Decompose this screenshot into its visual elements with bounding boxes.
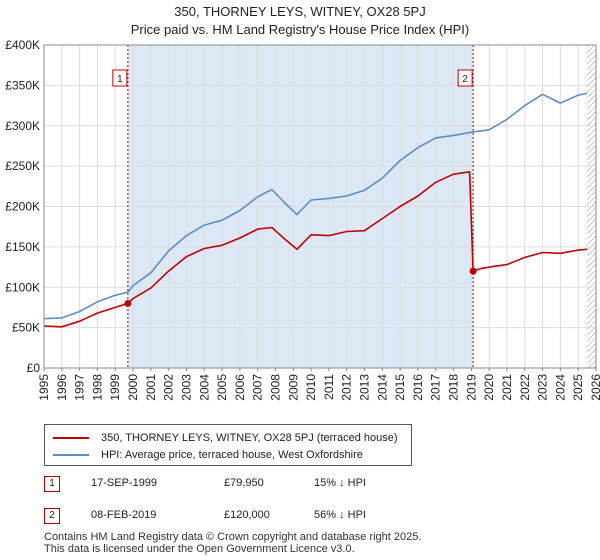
x-tick-label: 2018: [447, 374, 461, 401]
chart-legend: 350, THORNEY LEYS, WITNEY, OX28 5PJ (ter…: [44, 424, 412, 466]
x-tick-label: 2006: [233, 374, 247, 401]
x-tick-label: 2025: [571, 374, 585, 401]
hpi-line: [43, 92, 588, 320]
y-tick-label: £100K: [5, 280, 40, 294]
x-tick-label: 2008: [268, 374, 282, 401]
x-tick-label: 2020: [482, 374, 496, 401]
footer-licence: This data is licensed under the Open Gov…: [44, 543, 355, 555]
y-tick-label: £150K: [5, 240, 40, 254]
sale-number-label: 2: [462, 74, 468, 85]
chart-title-subtitle: Price paid vs. HM Land Registry's House …: [130, 22, 470, 37]
x-tick-label: 1995: [37, 374, 51, 401]
property-price-line: [43, 171, 588, 328]
x-tick-label: 2012: [340, 374, 354, 401]
price-chart: 1 2 £0 £50K £100K £150K £200K £250K £300K £350K £…: [5, 38, 600, 401]
x-tick-label: 1998: [90, 374, 104, 401]
x-tick-label: 1996: [55, 374, 69, 401]
chart-title-address: 350, THORNEY LEYS, WITNEY, OX28 5PJ: [174, 4, 426, 19]
x-tick-label: 2019: [464, 374, 478, 401]
x-tick-label: 2026: [589, 374, 600, 401]
transaction-marker-badge: 1: [44, 476, 60, 492]
sale-number-label: 1: [117, 74, 123, 85]
x-tick-label: 2015: [393, 374, 407, 401]
transaction-date: 17-SEP-1999: [91, 477, 158, 489]
sale-number-box: [457, 69, 473, 87]
x-tick-label: 2014: [375, 374, 389, 401]
transaction-row: 1 17-SEP-1999 £79,950 15% ↓ HPI: [44, 476, 444, 496]
x-tick-label: 2017: [429, 374, 443, 401]
x-tick-label: 2011: [322, 374, 336, 400]
legend-label-hpi: HPI: Average price, terraced house, West…: [101, 449, 363, 461]
x-tick-label: 2003: [179, 374, 193, 401]
y-tick-label: £400K: [5, 38, 40, 52]
x-tick-label: 1999: [108, 374, 122, 401]
sale-point-marker: [124, 299, 132, 307]
x-tick-label: 2005: [215, 374, 229, 401]
y-tick-label: £0: [27, 361, 41, 375]
x-tick-label: 2013: [358, 374, 372, 401]
x-tick-label: 2010: [304, 374, 318, 401]
legend-swatch-hpi: [53, 454, 89, 456]
x-tick-label: 2024: [553, 374, 567, 401]
x-tick-label: 2000: [126, 374, 140, 401]
y-tick-label: £250K: [5, 159, 40, 173]
x-tick-label: 2009: [286, 374, 300, 401]
x-tick-label: 2023: [536, 374, 550, 401]
sale-number-box: [112, 69, 128, 87]
legend-swatch-property: [53, 437, 89, 439]
y-tick-label: £350K: [5, 78, 40, 92]
sale-point-marker: [469, 267, 477, 275]
footer-copyright: Contains HM Land Registry data © Crown c…: [44, 531, 422, 543]
y-tick-label: £300K: [5, 119, 40, 133]
x-tick-label: 2001: [144, 374, 158, 401]
x-tick-label: 1997: [73, 374, 87, 401]
x-tick-label: 2016: [411, 374, 425, 401]
plot-frame: [43, 44, 597, 369]
transaction-row: 2 08-FEB-2019 £120,000 56% ↓ HPI: [44, 508, 444, 528]
x-tick-label: 2022: [518, 374, 532, 401]
transaction-date: 08-FEB-2019: [91, 509, 157, 521]
x-tick-label: 2007: [251, 374, 265, 401]
legend-label-property: 350, THORNEY LEYS, WITNEY, OX28 5PJ (ter…: [101, 432, 398, 444]
x-tick-label: 2021: [500, 374, 514, 401]
x-tick-label: 2004: [197, 374, 211, 401]
legend-item-property: 350, THORNEY LEYS, WITNEY, OX28 5PJ (ter…: [53, 432, 398, 444]
transaction-marker-badge: 2: [44, 508, 60, 524]
transaction-price: £120,000: [224, 509, 270, 521]
transaction-hpi-diff: 56% ↓ HPI: [314, 509, 366, 521]
x-tick-label: 2002: [162, 374, 176, 401]
transaction-price: £79,950: [224, 477, 264, 489]
y-tick-label: £50K: [12, 321, 40, 335]
y-tick-label: £200K: [5, 200, 40, 214]
legend-item-hpi: HPI: Average price, terraced house, West…: [53, 449, 363, 461]
transaction-hpi-diff: 15% ↓ HPI: [314, 477, 366, 489]
